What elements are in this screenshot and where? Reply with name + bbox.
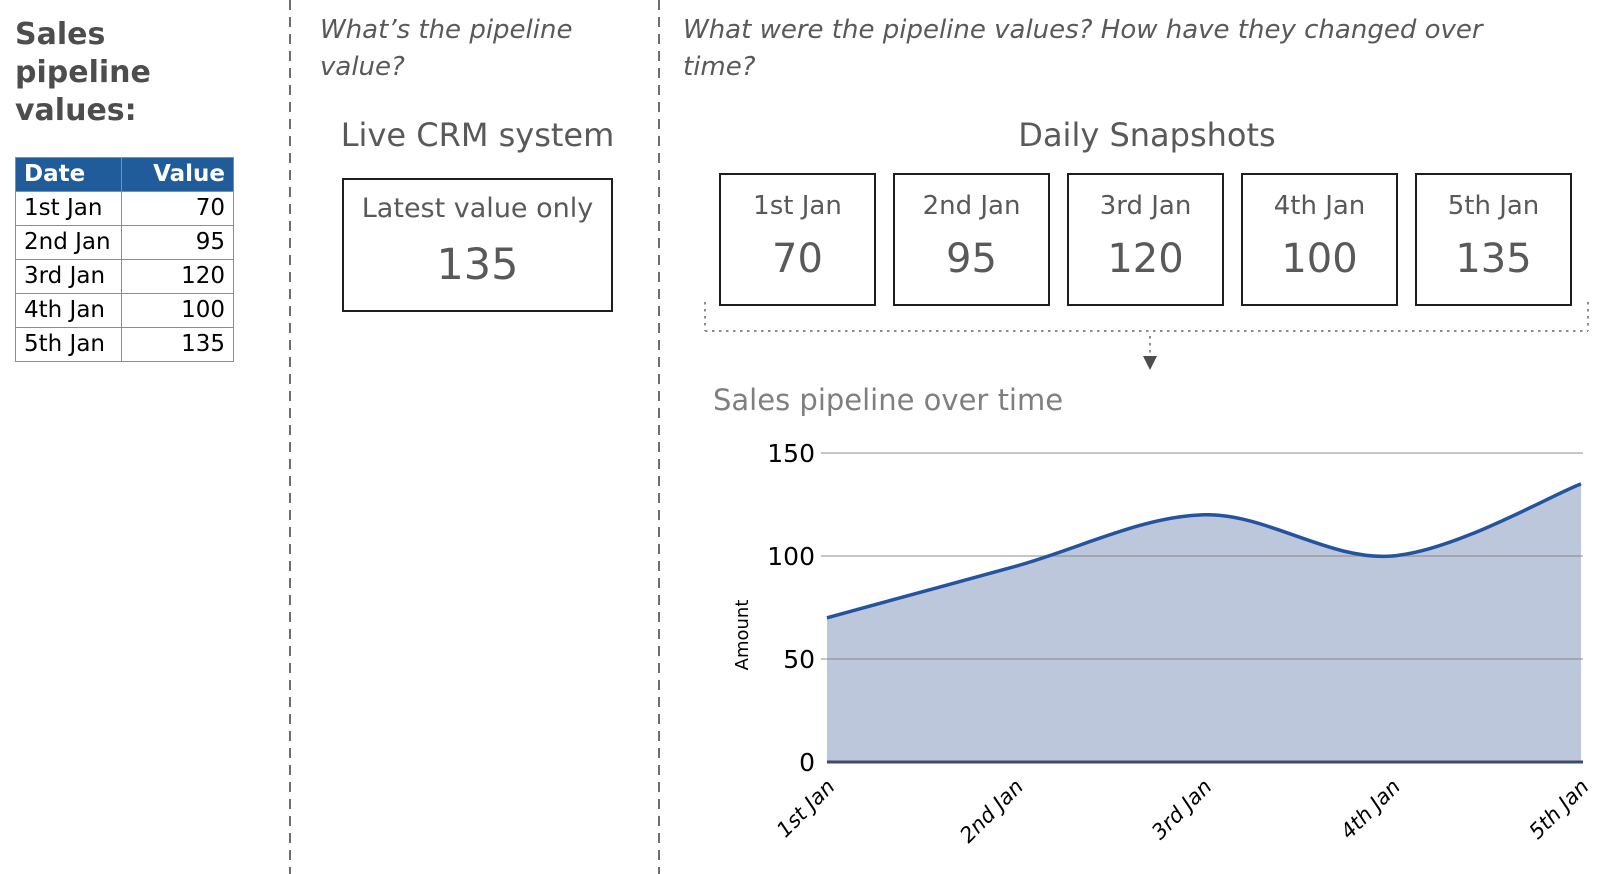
table-row: 1st Jan 70 xyxy=(15,191,234,226)
page-title: Sales pipeline values: xyxy=(15,17,151,128)
question-pipeline-history: What were the pipeline values? How have … xyxy=(683,15,1483,82)
y-tick-0: 0 xyxy=(799,748,815,777)
question-pipeline-value: What’s the pipeline value? xyxy=(320,15,573,82)
snapshot-box-4: 4th Jan 100 xyxy=(1241,173,1398,306)
y-tick-150: 150 xyxy=(767,439,815,468)
y-tick-50: 50 xyxy=(783,645,815,674)
x-tick-label: 4th Jan xyxy=(1336,775,1405,844)
cell-value: 100 xyxy=(121,293,234,328)
y-tick-100: 100 xyxy=(767,542,815,571)
snapshot-value: 120 xyxy=(1107,236,1184,282)
table-row: 3rd Jan 120 xyxy=(15,259,234,294)
area-fill xyxy=(827,483,1581,762)
pipeline-values-table: Date Value 1st Jan 70 2nd Jan 95 3rd Jan… xyxy=(15,157,234,362)
cell-date: 1st Jan xyxy=(15,191,122,226)
table-row: 2nd Jan 95 xyxy=(15,225,234,260)
column-header-date: Date xyxy=(15,157,122,192)
area-line xyxy=(826,482,1582,620)
snapshot-value: 95 xyxy=(946,236,997,282)
gridlines xyxy=(821,452,1583,660)
cell-value: 70 xyxy=(121,191,234,226)
live-crm-title: Live CRM system xyxy=(340,116,615,154)
snapshot-date: 2nd Jan xyxy=(922,191,1021,221)
cell-date: 5th Jan xyxy=(15,327,122,362)
x-tick-label: 3rd Jan xyxy=(1147,775,1217,845)
table-row: 5th Jan 135 xyxy=(15,327,234,362)
cell-value: 95 xyxy=(121,225,234,260)
x-tick-label: 1st Jan xyxy=(772,775,840,843)
cell-date: 3rd Jan xyxy=(15,259,122,294)
snapshot-box-5: 5th Jan 135 xyxy=(1415,173,1572,306)
cell-value: 135 xyxy=(121,327,234,362)
snapshot-date: 4th Jan xyxy=(1273,191,1366,221)
daily-snapshots-title: Daily Snapshots xyxy=(1018,116,1276,154)
live-crm-box: Latest value only 135 xyxy=(342,178,613,312)
snapshot-box-2: 2nd Jan 95 xyxy=(893,173,1050,306)
x-tick-label: 2nd Jan xyxy=(955,775,1028,848)
crm-box-label: Latest value only xyxy=(361,193,594,224)
chart-title: Sales pipeline over time xyxy=(713,383,1064,417)
snapshot-box-3: 3rd Jan 120 xyxy=(1067,173,1224,306)
pipeline-area-chart: 150 100 50 0 Amount 1st Jan 2nd Jan 3rd … xyxy=(732,439,1594,848)
down-arrow-icon xyxy=(1143,356,1157,370)
snapshot-value: 100 xyxy=(1281,236,1358,282)
cell-date: 2nd Jan xyxy=(15,225,122,260)
snapshot-date: 5th Jan xyxy=(1447,191,1540,221)
snapshot-bracket xyxy=(704,302,1589,356)
table-row: 4th Jan 100 xyxy=(15,293,234,328)
table-header-row: Date Value xyxy=(15,157,234,192)
column-header-value: Value xyxy=(121,157,234,192)
snapshot-date: 1st Jan xyxy=(753,191,842,221)
crm-box-value: 135 xyxy=(436,240,519,290)
snapshot-value: 135 xyxy=(1455,236,1532,282)
cell-value: 120 xyxy=(121,259,234,294)
snapshot-box-1: 1st Jan 70 xyxy=(719,173,876,306)
cell-date: 4th Jan xyxy=(15,293,122,328)
snapshot-date: 3rd Jan xyxy=(1099,191,1192,221)
y-axis-label: Amount xyxy=(732,600,753,671)
x-tick-label: 5th Jan xyxy=(1524,775,1593,844)
snapshot-value: 70 xyxy=(772,236,823,282)
